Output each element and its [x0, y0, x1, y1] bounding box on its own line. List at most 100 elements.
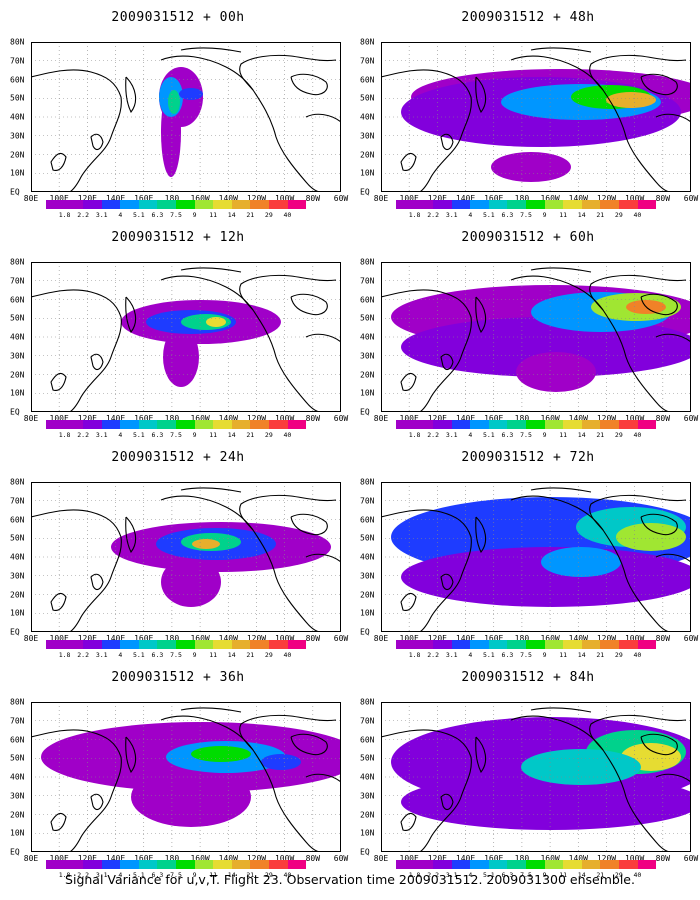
colorbar-swatch	[396, 420, 415, 429]
colorbar-label: 2.2	[77, 871, 90, 879]
colorbar-swatch	[544, 640, 564, 649]
colorbar-label: 9	[192, 651, 197, 659]
colorbar-label: 7.5	[170, 211, 182, 219]
colorbar-swatch	[83, 640, 102, 649]
variance-contour	[401, 317, 691, 377]
colorbar-swatch	[287, 860, 307, 869]
colorbar-label: 11	[559, 651, 568, 659]
longitude-label: 100E	[399, 854, 419, 863]
colorbar-label: 21	[246, 211, 255, 219]
longitude-label: 80E	[373, 634, 389, 643]
coastline	[290, 293, 328, 316]
colorbar-swatch	[433, 420, 452, 429]
colorbar-label: 40	[633, 431, 642, 439]
latitude-label: 70N	[360, 716, 375, 726]
longitude-label: 140W	[218, 854, 238, 863]
latitude-label: 70N	[10, 716, 25, 726]
longitude-label: 60W	[683, 194, 699, 203]
latitude-label: 30N	[10, 131, 25, 141]
longitude-label: 120E	[77, 634, 97, 643]
latitude-label: 50N	[360, 313, 375, 323]
longitude-label: 120W	[596, 194, 617, 203]
colorbar-swatch	[176, 420, 195, 429]
coastline	[239, 54, 337, 91]
colorbar-label: 3.1	[445, 871, 458, 879]
panel-title: 2009031512 + 60h	[461, 230, 595, 245]
coastline	[180, 707, 242, 713]
map-frame	[381, 702, 691, 852]
colorbar-swatch	[250, 640, 269, 649]
latitude-label: 30N	[360, 791, 375, 801]
colorbar-label: 11	[209, 651, 218, 659]
colorbar-swatch	[268, 860, 288, 869]
coastline	[381, 729, 472, 852]
colorbar-label: 40	[283, 871, 292, 879]
colorbar-label: 40	[283, 651, 292, 659]
colorbar-label: 5.1	[132, 871, 145, 879]
longitude-label: 160W	[540, 414, 560, 423]
latitude-label: 50N	[10, 753, 25, 763]
longitude-label: 140E	[105, 634, 126, 643]
panel-title: 2009031512 + 00h	[111, 10, 245, 25]
colorbar-label: 2.2	[77, 651, 90, 659]
latitude-label: 20N	[10, 370, 25, 379]
coastline	[589, 274, 687, 311]
colorbar-label: 3.1	[445, 431, 458, 439]
colorbar-label: 29	[264, 431, 273, 439]
colorbar-swatch	[563, 420, 582, 429]
longitude-label: 160E	[134, 414, 154, 423]
coastline	[31, 729, 122, 852]
colorbar-label: 9	[542, 651, 547, 659]
map-panel: 2009031512 + 60h 80N 70N 60N 50N 40N 30N 20N 10N…	[360, 224, 698, 440]
coastline	[510, 275, 672, 412]
longitude-label: 180	[164, 634, 180, 643]
variance-contour	[168, 90, 180, 114]
variance-contour	[131, 767, 251, 827]
colorbar-label: 1.8	[58, 211, 71, 219]
longitude-label: 140E	[105, 194, 126, 203]
longitude-label: 140W	[218, 194, 238, 203]
colorbar-swatch	[433, 860, 452, 869]
colorbar-label: 6.3	[151, 431, 164, 439]
colorbar-label: 29	[264, 651, 273, 659]
coastline	[90, 353, 104, 371]
latitude-label: 40N	[10, 552, 25, 562]
longitude-label: 140E	[455, 634, 476, 643]
panel-title: 2009031512 + 24h	[111, 450, 245, 465]
colorbar-swatch	[618, 860, 638, 869]
latitude-label: 20N	[10, 150, 25, 159]
colorbar-label: 2.2	[427, 431, 440, 439]
longitude-label: 160E	[484, 854, 504, 863]
colorbar-swatch	[581, 640, 601, 649]
figure-caption: Signal Variance for u,v,T. Flight 23. Ob…	[65, 872, 635, 887]
longitude-label: 160W	[190, 854, 210, 863]
variance-contour	[616, 523, 686, 551]
colorbar-label: 14	[577, 871, 586, 879]
colorbar-label: 29	[264, 871, 273, 879]
colorbar-label: 1.8	[58, 871, 71, 879]
coastline	[475, 76, 487, 114]
latitude-label: 50N	[360, 753, 375, 763]
longitude-label: 120E	[77, 194, 97, 203]
coastline	[31, 69, 122, 192]
colorbar-swatch	[451, 200, 471, 209]
latitude-label: 20N	[360, 810, 375, 819]
colorbar-label: 6.3	[501, 211, 514, 219]
latitude-label: 80N	[360, 257, 375, 267]
colorbar-swatch	[396, 860, 415, 869]
coastline	[305, 333, 341, 343]
colorbar-swatch	[213, 640, 232, 649]
longitude-label: 140W	[218, 634, 238, 643]
longitude-label: 80W	[305, 414, 321, 423]
longitude-label: 100W	[624, 634, 645, 643]
variance-map	[31, 42, 341, 192]
latitude-label: 10N	[360, 388, 375, 398]
latitude-label: 60N	[10, 75, 25, 84]
latitude-label: 50N	[10, 93, 25, 103]
colorbar-label: 40	[633, 211, 642, 219]
coastline	[400, 812, 417, 831]
coastline	[160, 55, 322, 192]
longitude-label: 180	[514, 194, 530, 203]
coastline	[50, 372, 67, 391]
colorbar-swatch	[287, 420, 307, 429]
